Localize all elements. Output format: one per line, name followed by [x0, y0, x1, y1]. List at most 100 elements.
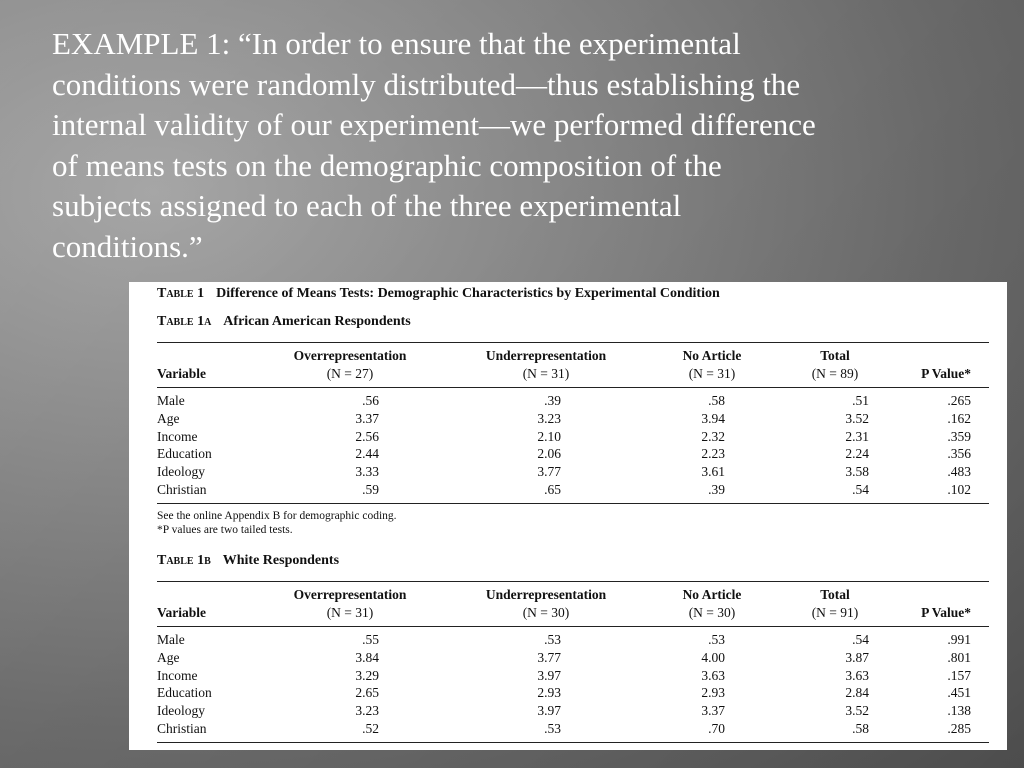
column-header: No Article [682, 348, 742, 363]
row-variable: Ideology [157, 464, 205, 480]
table-cell: .65 [544, 482, 561, 497]
table-main-label: Table 1 [157, 286, 205, 301]
subtable-title-text: White Respondents [222, 553, 340, 568]
table-cell: 2.23 [701, 446, 725, 462]
subtable-label: Table 1a [157, 314, 212, 329]
column-n: (N = 27) [326, 366, 374, 381]
table-cell: .70 [708, 721, 725, 736]
table-cell: 3.29 [355, 667, 379, 683]
column-n: (N = 30) [522, 605, 570, 620]
table-rule-top [157, 342, 989, 343]
table-cell: 3.58 [845, 464, 869, 480]
slide-line: subjects assigned to each of the three e… [52, 188, 682, 223]
table-cell: 3.77 [537, 464, 561, 480]
table-cell: .56 [362, 393, 379, 408]
table-cell: .59 [362, 482, 379, 497]
column-header: Underrepresentation [485, 587, 607, 602]
table-cell: 3.23 [355, 703, 379, 719]
row-variable: Age [157, 410, 180, 426]
row-variable: Education [157, 685, 212, 701]
column-header-pvalue: P Value* [921, 605, 971, 620]
table-cell: .54 [852, 632, 869, 647]
table-cell: 3.61 [701, 464, 725, 480]
table-cell: .102 [947, 482, 971, 497]
column-n: (N = 31) [688, 366, 736, 381]
table-cell: .157 [947, 667, 971, 683]
table-rule-bottom [157, 502, 989, 504]
subtable-label: Table 1b [157, 553, 211, 568]
table-cell: 2.32 [701, 428, 725, 444]
table-cell: .58 [852, 721, 869, 736]
column-n: (N = 89) [811, 366, 859, 381]
table-cell: .53 [708, 632, 725, 647]
table-cell: .356 [947, 446, 971, 462]
row-variable: Income [157, 667, 198, 683]
table-cell: 2.06 [537, 446, 561, 462]
table-cell: .162 [947, 410, 971, 426]
table-cell: .451 [947, 685, 971, 701]
column-header: Total [820, 587, 850, 602]
column-header: Overrepresentation [293, 348, 407, 363]
slide-line: EXAMPLE 1: “In order to ensure that the … [52, 26, 741, 61]
column-header: Underrepresentation [485, 348, 607, 363]
column-header-pvalue: P Value* [921, 366, 971, 381]
row-variable: Christian [157, 721, 207, 736]
table-footnote: See the online Appendix B for demographi… [157, 509, 397, 522]
table-cell: 4.00 [701, 649, 725, 665]
column-n: (N = 31) [522, 366, 570, 381]
row-variable: Ideology [157, 703, 205, 719]
table-cell: 3.52 [845, 410, 869, 426]
table-cell: 3.23 [537, 410, 561, 426]
table-cell: 2.56 [355, 428, 379, 444]
table-cell: 2.84 [845, 685, 869, 701]
table-cell: .138 [947, 703, 971, 719]
table-footnote: *P values are two tailed tests. [157, 523, 293, 536]
subtable-title-text: African American Respondents [223, 314, 411, 329]
table-cell: .54 [852, 482, 869, 497]
row-variable: Male [157, 393, 185, 408]
row-variable: Education [157, 446, 212, 462]
table-cell: 2.44 [355, 446, 379, 462]
subtable-title: Table 1b White Respondents [157, 553, 339, 569]
table-cell: .51 [852, 393, 869, 408]
table-rule-header [157, 387, 989, 388]
row-variable: Christian [157, 482, 207, 497]
row-variable: Age [157, 649, 180, 665]
table-cell: .58 [708, 393, 725, 408]
column-n: (N = 30) [688, 605, 736, 620]
table-cell: 3.94 [701, 410, 725, 426]
table-cell: .53 [544, 632, 561, 647]
table-cell: .39 [708, 482, 725, 497]
table-image-panel: Table 1 Difference of Means Tests: Demogr… [129, 282, 1007, 750]
table-rule-bottom [157, 741, 989, 743]
column-header-variable: Variable [157, 605, 207, 620]
table-cell: .801 [947, 649, 971, 665]
table-rule-header [157, 626, 989, 627]
table-cell: .265 [947, 393, 971, 408]
table-cell: 3.52 [845, 703, 869, 719]
table-cell: .53 [544, 721, 561, 736]
table-cell: 3.37 [701, 703, 725, 719]
slide-line: of means tests on the demographic compos… [52, 147, 722, 183]
column-header-variable: Variable [157, 366, 207, 381]
table-cell: 2.93 [701, 685, 725, 701]
column-header: Total [820, 348, 850, 363]
slide-body-text: EXAMPLE 1: “In order to ensure that the … [52, 24, 1002, 267]
table-cell: 3.77 [537, 649, 561, 665]
table-cell: .991 [947, 632, 971, 647]
table-cell: .285 [947, 721, 971, 736]
table-cell: 3.97 [537, 703, 561, 719]
table-cell: .55 [362, 632, 379, 647]
column-n: (N = 91) [811, 605, 859, 620]
column-header: Overrepresentation [293, 587, 407, 602]
table-cell: 2.31 [845, 428, 869, 444]
table-cell: 2.93 [537, 685, 561, 701]
slide-line: conditions.” [52, 228, 203, 264]
table-cell: 3.97 [537, 667, 561, 683]
table-cell: 2.10 [537, 428, 561, 444]
table-rule-top [157, 581, 989, 582]
table-main-title-text: Difference of Means Tests: Demographic C… [216, 286, 720, 301]
table-cell: .359 [947, 428, 971, 444]
slide-line: conditions were randomly distributed—thu… [52, 66, 801, 102]
table-cell: 3.37 [355, 410, 379, 426]
